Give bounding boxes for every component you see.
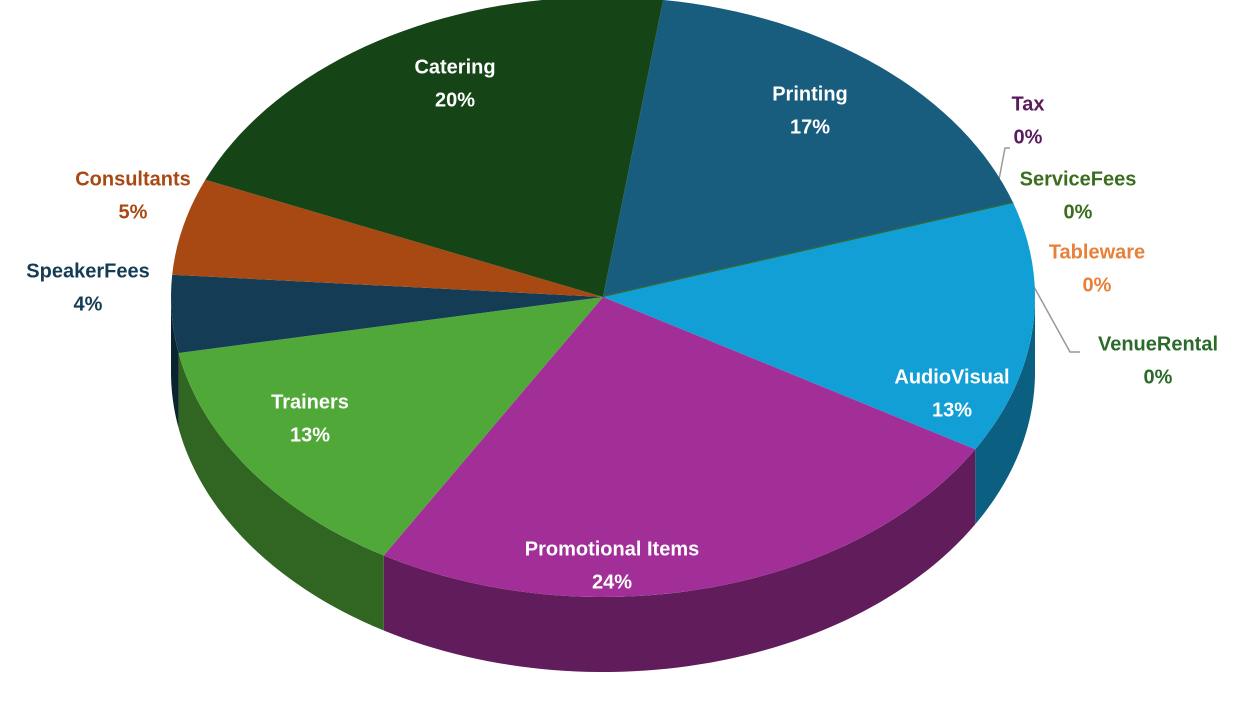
- slice-value-label: 0%: [1083, 274, 1112, 296]
- slice-label: Promotional Items: [525, 538, 699, 560]
- slice-value-label: 20%: [435, 89, 475, 111]
- slice-label: ServiceFees: [1020, 168, 1137, 190]
- slice: [171, 274, 603, 353]
- leader-lines: [996, 147, 1080, 353]
- slice-side: [975, 297, 1035, 525]
- slice-label: Consultants: [75, 168, 191, 190]
- leader-line: [996, 147, 1010, 191]
- slice: [383, 297, 976, 597]
- slice: [603, 0, 1014, 297]
- slice-label: Printing: [772, 83, 848, 105]
- slice-label: SpeakerFees: [26, 260, 149, 282]
- slice-label: Tableware: [1049, 241, 1145, 263]
- slice-value-label: 0%: [1014, 126, 1043, 148]
- slice-value-label: 0%: [1064, 201, 1093, 223]
- slice-value-label: 13%: [932, 399, 972, 421]
- slice-side: [178, 352, 384, 631]
- slice-label: AudioVisual: [894, 366, 1009, 388]
- slice-value-label: 24%: [592, 571, 632, 593]
- leader-line: [1027, 275, 1080, 353]
- slice-side: [171, 297, 179, 428]
- slice-value-label: 5%: [119, 201, 148, 223]
- slice-value-label: 17%: [790, 116, 830, 138]
- slice: [205, 0, 664, 297]
- slice-label: Catering: [414, 56, 495, 78]
- slice-label: VenueRental: [1098, 333, 1218, 355]
- slice: [172, 179, 603, 297]
- slice: [603, 203, 1035, 450]
- slice-value-label: 13%: [290, 424, 330, 446]
- slice-value-label: 0%: [1144, 366, 1173, 388]
- slice: [178, 297, 603, 556]
- slice-label: Trainers: [271, 391, 349, 413]
- slice-value-label: 4%: [74, 293, 103, 315]
- slice-label: Tax: [1012, 93, 1045, 115]
- slice-side: [383, 449, 976, 672]
